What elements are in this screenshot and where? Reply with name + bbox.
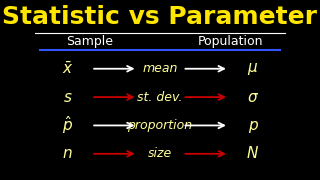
Text: Sample: Sample <box>67 35 113 48</box>
Text: mean: mean <box>142 62 178 75</box>
Text: $\bar{x}$: $\bar{x}$ <box>62 61 73 77</box>
Text: $\sigma$: $\sigma$ <box>246 90 259 105</box>
Text: Statistic vs Parameter: Statistic vs Parameter <box>3 5 317 29</box>
Text: Population: Population <box>197 35 263 48</box>
Text: proportion: proportion <box>127 119 193 132</box>
Text: p: p <box>248 118 257 133</box>
Text: s: s <box>63 90 71 105</box>
Text: n: n <box>63 146 72 161</box>
Text: $\hat{p}$: $\hat{p}$ <box>62 114 73 136</box>
Text: size: size <box>148 147 172 160</box>
Text: N: N <box>247 146 258 161</box>
Text: st. dev.: st. dev. <box>137 91 183 104</box>
Text: $\mu$: $\mu$ <box>247 61 258 77</box>
